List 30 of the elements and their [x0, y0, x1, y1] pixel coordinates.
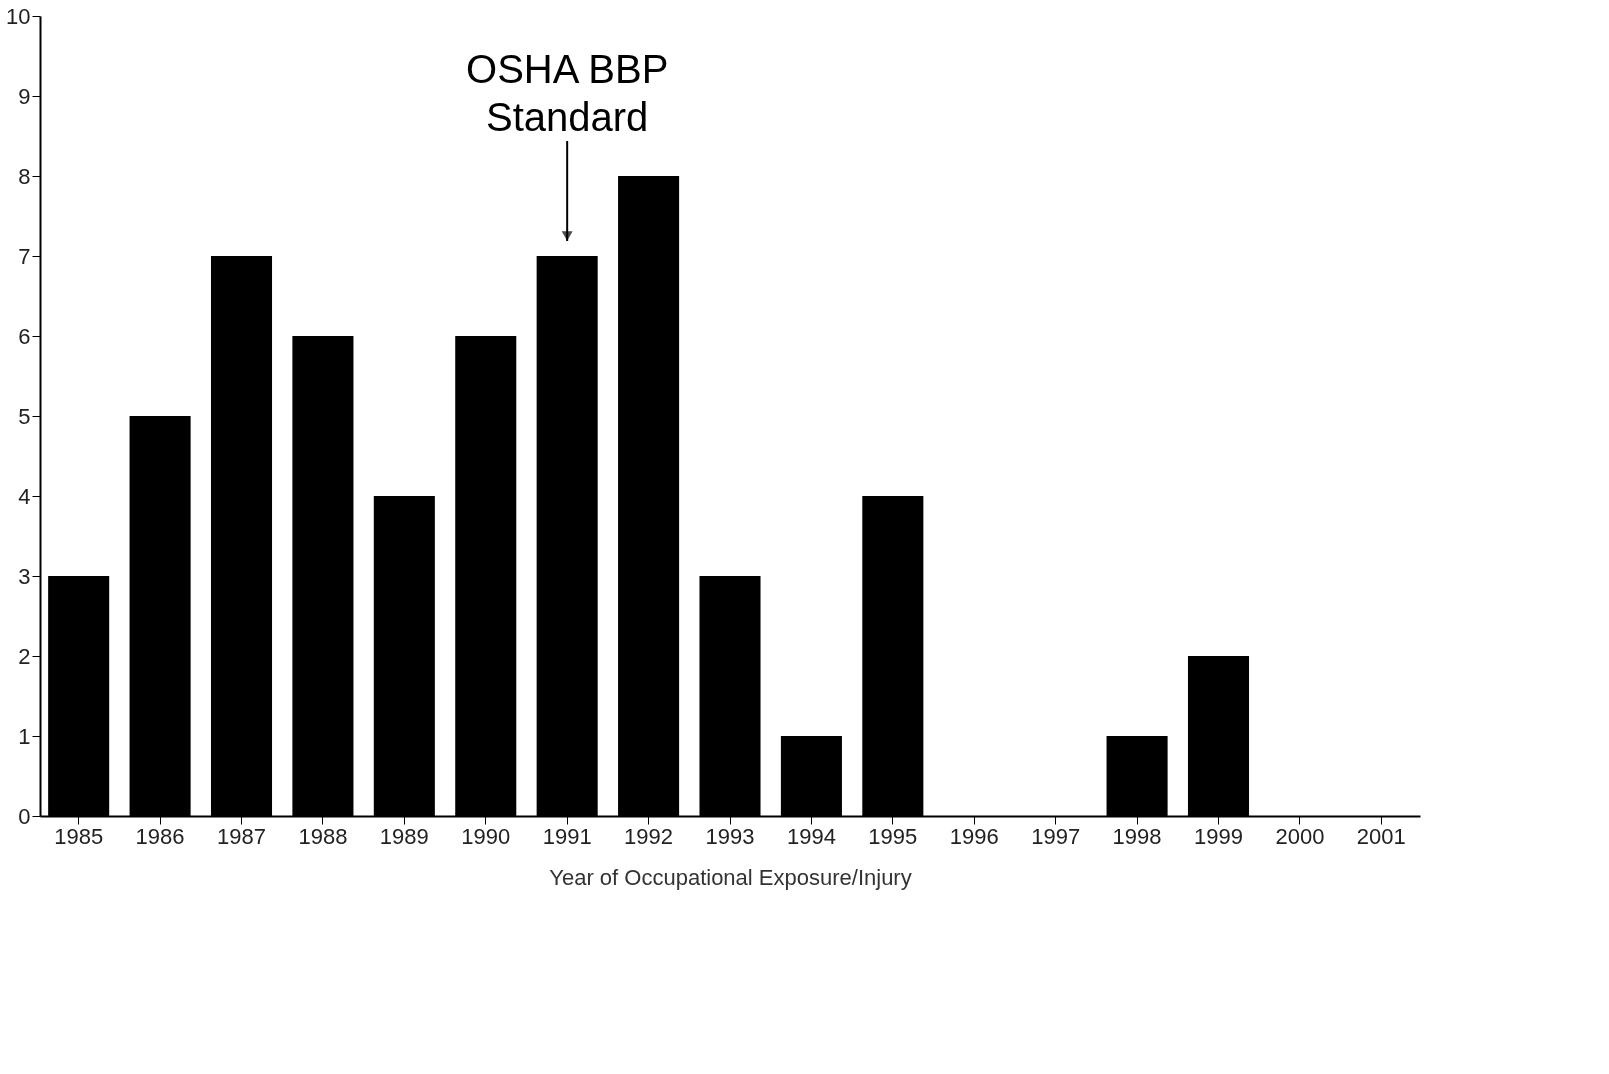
y-tick-label: 9 [18, 83, 31, 109]
x-tick-label: 1988 [298, 823, 348, 849]
x-tick-label: 1991 [542, 823, 592, 849]
annotation: OSHA BBP Standard [466, 47, 669, 139]
x-tick-label: 1992 [624, 823, 674, 849]
x-tick-label: 2001 [1356, 823, 1406, 849]
x-tick-label: 2000 [1275, 823, 1325, 849]
x-tick-label: 1987 [217, 823, 266, 849]
y-tick-label: 4 [18, 483, 31, 509]
y-tick-label: 1 [18, 723, 31, 749]
y-tick-label: 6 [18, 323, 31, 349]
x-tick-label: 1990 [461, 823, 511, 849]
x-tick-label: 1996 [949, 823, 999, 849]
y-tick-label: 8 [18, 163, 31, 189]
y-tick-label: 3 [18, 563, 31, 589]
x-tick-label: 1999 [1194, 823, 1243, 849]
x-tick-label: 1985 [54, 823, 104, 849]
x-tick-label: 1993 [705, 823, 755, 849]
x-axis-title: Year of Occupational Exposure/Injury [549, 864, 912, 890]
y-tick-label: 0 [18, 803, 31, 829]
x-tick-label: 1997 [1031, 823, 1081, 849]
x-tick-label: 1994 [786, 823, 836, 849]
x-tick-label: 1986 [135, 823, 185, 849]
y-tick-label: 2 [18, 643, 31, 669]
y-tick-label: 10 [6, 3, 31, 29]
x-tick-label: 1989 [379, 823, 429, 849]
y-tick-label: 5 [18, 403, 31, 429]
x-tick-label: 1998 [1112, 823, 1162, 849]
x-tick-label: 1995 [868, 823, 918, 849]
y-tick-label: 7 [18, 243, 31, 269]
